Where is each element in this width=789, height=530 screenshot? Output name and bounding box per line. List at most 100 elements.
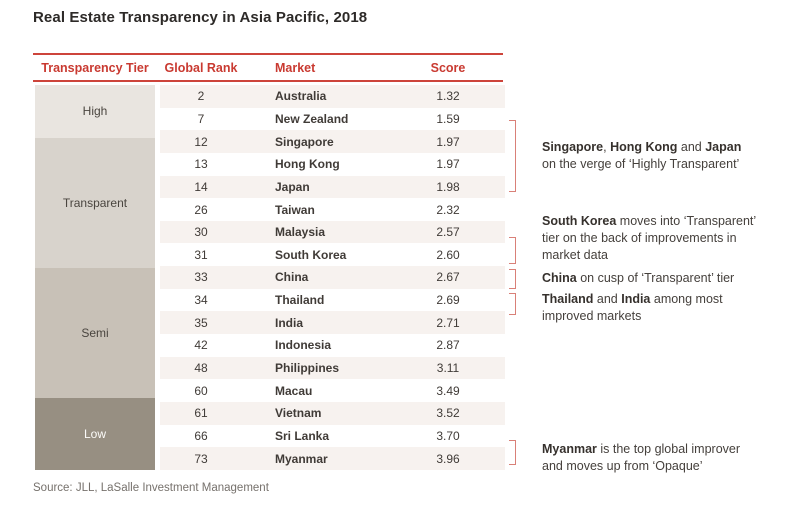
rank-cell: 60 xyxy=(194,383,208,398)
market-cell: Sri Lanka xyxy=(275,428,330,443)
table-row: 30 Malaysia 2.57 xyxy=(160,220,505,244)
column-header-market: Market xyxy=(275,61,316,75)
market-cell: Vietnam xyxy=(275,406,322,421)
rank-cell: 42 xyxy=(194,338,208,353)
annotation-line: South Korea moves into ‘Transparent’ xyxy=(542,214,757,228)
score-cell: 2.60 xyxy=(436,247,460,262)
table-row: 33 China 2.67 xyxy=(160,266,505,289)
table-row: 34 Thailand 2.69 xyxy=(160,289,505,312)
market-cell: Indonesia xyxy=(275,338,332,353)
tier-cell-high: High xyxy=(35,85,155,138)
rank-cell: 30 xyxy=(194,225,208,240)
market-cell: Taiwan xyxy=(275,202,315,217)
rank-cell: 2 xyxy=(197,89,205,104)
score-cell: 1.97 xyxy=(436,134,460,149)
market-cell: India xyxy=(275,315,304,330)
table-row: 13 Hong Kong 1.97 xyxy=(160,153,505,176)
rank-cell: 14 xyxy=(194,179,208,194)
annotation-line: Myanmar is the top global improver xyxy=(542,442,741,456)
score-cell: 1.32 xyxy=(436,89,460,104)
annotation-transparent-trio: Singapore, Hong Kong and Japan on the ver… xyxy=(542,139,780,173)
market-cell: Japan xyxy=(275,179,310,194)
annotation-line: China on cusp of ‘Transparent’ tier xyxy=(542,271,735,285)
annotation-south-korea: South Korea moves into ‘Transparent’ tier… xyxy=(542,213,780,264)
table-row: 48 Philippines 3.11 xyxy=(160,356,505,380)
annotation-line: improved markets xyxy=(542,309,642,323)
market-cell: Hong Kong xyxy=(275,157,340,172)
annotation-bracket-south-korea xyxy=(509,237,516,264)
annotation-line: market data xyxy=(542,248,609,262)
tier-cell-semi: Semi xyxy=(35,267,155,398)
column-header-score: Score xyxy=(430,61,466,75)
annotation-line: and moves up from ‘Opaque’ xyxy=(542,459,703,473)
rank-cell: 31 xyxy=(194,247,208,262)
market-cell: Thailand xyxy=(275,293,325,308)
score-cell: 2.87 xyxy=(436,338,460,353)
source-note: Source: JLL, LaSalle Investment Manageme… xyxy=(33,482,269,494)
annotation-line: on the verge of ‘Highly Transparent’ xyxy=(542,157,740,171)
annotation-line: tier on the back of improvements in xyxy=(542,231,737,245)
market-cell: Singapore xyxy=(275,134,334,149)
rank-cell: 35 xyxy=(194,315,208,330)
rank-cell: 48 xyxy=(194,361,208,375)
score-cell: 3.70 xyxy=(436,428,460,443)
page-title: Real Estate Transparency in Asia Pacific… xyxy=(33,9,368,26)
market-cell: Philippines xyxy=(275,361,340,375)
table-row: 14 Japan 1.98 xyxy=(160,175,505,199)
rank-cell: 61 xyxy=(194,406,208,421)
header-rule-top xyxy=(33,53,503,55)
rank-cell: 33 xyxy=(194,270,208,285)
rank-cell: 12 xyxy=(194,134,208,149)
column-header-transparency-tier: Transparency Tier xyxy=(41,61,149,75)
table-body: 2 Australia 1.32 7 New Zealand 1.59 12 Singapor… xyxy=(160,85,505,470)
annotation-thailand-india: Thailand and India among most improved ma… xyxy=(542,291,780,325)
table-row: 42 Indonesia 2.87 xyxy=(160,334,505,357)
score-cell: 2.57 xyxy=(436,225,460,240)
tier-cell-low: Low xyxy=(35,397,155,471)
annotation-bracket-transparent-trio xyxy=(509,120,516,192)
rank-cell: 7 xyxy=(197,111,205,126)
rank-cell: 34 xyxy=(194,293,208,308)
score-cell: 1.98 xyxy=(436,179,460,194)
score-cell: 1.59 xyxy=(436,111,460,126)
rank-cell: 26 xyxy=(194,202,208,217)
tier-cell-transparent: Transparent xyxy=(35,137,155,268)
table-row: 60 Macau 3.49 xyxy=(160,379,505,402)
rank-cell: 73 xyxy=(194,451,208,466)
market-cell: Macau xyxy=(275,383,313,398)
market-cell: Malaysia xyxy=(275,225,326,240)
annotation-bracket-myanmar xyxy=(509,440,516,465)
annotation-line: Singapore, Hong Kong and Japan xyxy=(542,140,742,154)
annotation-bracket-china xyxy=(509,269,516,289)
column-header-global-rank: Global Rank xyxy=(164,61,238,75)
score-cell: 3.11 xyxy=(436,361,460,375)
score-cell: 2.71 xyxy=(436,315,460,330)
market-cell: China xyxy=(275,270,309,285)
market-cell: New Zealand xyxy=(275,111,349,126)
table-row: 12 Singapore 1.97 xyxy=(160,130,505,153)
score-cell: 2.69 xyxy=(436,293,460,308)
rank-cell: 13 xyxy=(194,157,208,172)
market-cell: Australia xyxy=(275,89,327,104)
annotation-line: Thailand and India among most xyxy=(542,292,723,306)
table-row: 31 South Korea 2.60 xyxy=(160,243,505,266)
annotation-china: China on cusp of ‘Transparent’ tier xyxy=(542,270,780,287)
table-row: 73 Myanmar 3.96 xyxy=(160,447,505,470)
header-rule-bottom xyxy=(33,80,503,82)
table-row: 61 Vietnam 3.52 xyxy=(160,401,505,425)
table-row: 66 Sri Lanka 3.70 xyxy=(160,425,505,448)
table-row: 26 Taiwan 2.32 xyxy=(160,198,505,221)
annotation-bracket-thailand-india xyxy=(509,293,516,315)
score-cell: 3.52 xyxy=(436,406,460,421)
market-cell: Myanmar xyxy=(275,451,328,466)
score-cell: 3.49 xyxy=(436,383,460,398)
score-cell: 1.97 xyxy=(436,157,460,172)
rank-cell: 66 xyxy=(194,428,208,443)
score-cell: 2.32 xyxy=(436,202,460,217)
table-row: 35 India 2.71 xyxy=(160,311,505,335)
table-row: 7 New Zealand 1.59 xyxy=(160,108,505,131)
score-cell: 3.96 xyxy=(436,451,460,466)
score-cell: 2.67 xyxy=(436,270,460,285)
market-cell: South Korea xyxy=(275,247,347,262)
